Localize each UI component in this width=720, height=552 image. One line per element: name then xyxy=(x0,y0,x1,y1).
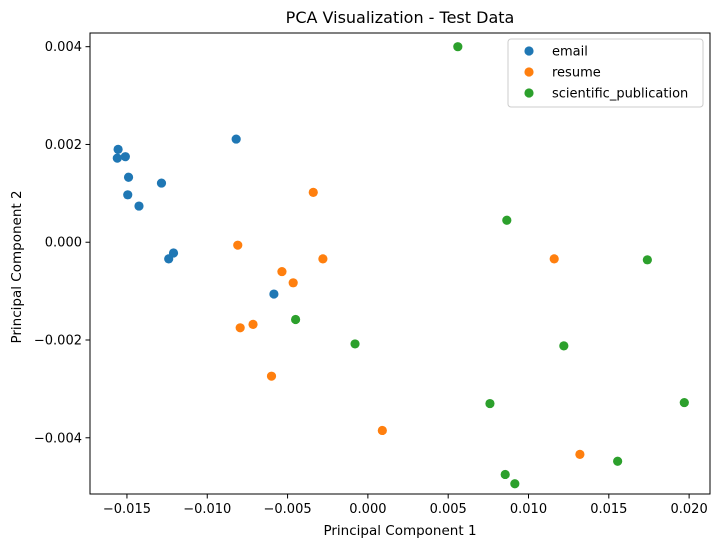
data-point xyxy=(123,172,134,182)
legend: email resume scientific_publication xyxy=(507,38,704,108)
y-tick-label: 0.004 xyxy=(45,40,82,55)
legend-marker xyxy=(524,67,534,77)
data-point xyxy=(156,178,167,188)
y-tick-label: −0.002 xyxy=(34,334,82,349)
data-point xyxy=(266,371,277,381)
series-scientific-publication xyxy=(291,42,689,489)
chart-title: PCA Visualization - Test Data xyxy=(286,8,515,27)
data-point xyxy=(113,144,123,154)
x-tick-label: −0.005 xyxy=(264,502,312,517)
y-axis-title: Principal Component 2 xyxy=(9,190,25,343)
data-point xyxy=(277,266,287,277)
x-tick-label: 0.000 xyxy=(349,502,386,517)
x-tick-label: −0.010 xyxy=(183,502,231,517)
y-tick-label: 0.000 xyxy=(45,236,82,251)
series-resume xyxy=(233,187,585,459)
data-point xyxy=(112,153,122,163)
legend-label: scientific_publication xyxy=(552,87,688,102)
data-point xyxy=(233,240,243,250)
x-tick-label: 0.015 xyxy=(590,502,627,517)
data-point xyxy=(235,323,245,333)
legend-label: email xyxy=(552,45,588,60)
legend-marker xyxy=(524,88,534,98)
plot-frame xyxy=(89,32,711,495)
data-point xyxy=(269,289,279,299)
data-point xyxy=(123,190,133,200)
axes: −0.015 −0.010 −0.005 0.000 0.005 0.010 0.015 0.… xyxy=(34,32,711,517)
data-points-layer xyxy=(112,42,689,489)
data-point xyxy=(502,215,512,225)
data-point xyxy=(231,134,241,144)
x-tick-label: −0.015 xyxy=(103,502,151,517)
series-email xyxy=(112,134,279,299)
data-point xyxy=(350,339,360,349)
data-point xyxy=(248,319,258,329)
x-tick-label: 0.020 xyxy=(671,502,708,517)
data-point xyxy=(377,425,387,436)
data-point xyxy=(288,278,298,288)
data-point xyxy=(308,187,318,197)
x-tick-label: 0.010 xyxy=(510,502,547,517)
data-point xyxy=(453,42,463,52)
data-point xyxy=(642,255,652,265)
y-tick-label: 0.002 xyxy=(45,138,82,153)
data-point xyxy=(549,254,559,264)
x-axis-title: Principal Component 1 xyxy=(323,523,476,539)
data-point xyxy=(510,479,520,489)
data-point xyxy=(120,152,130,162)
legend-marker xyxy=(524,46,534,56)
data-point xyxy=(164,254,174,264)
data-point xyxy=(134,201,144,211)
data-point xyxy=(679,397,689,408)
legend-box xyxy=(507,38,704,108)
data-point xyxy=(559,341,569,351)
data-point xyxy=(485,398,495,409)
x-tick-label: 0.005 xyxy=(430,502,467,517)
legend-label: resume xyxy=(552,66,601,81)
data-point xyxy=(575,449,585,459)
data-point xyxy=(613,456,623,466)
data-point xyxy=(500,469,510,480)
data-point xyxy=(318,254,328,264)
data-point xyxy=(291,314,301,325)
y-tick-label: −0.004 xyxy=(34,431,82,446)
